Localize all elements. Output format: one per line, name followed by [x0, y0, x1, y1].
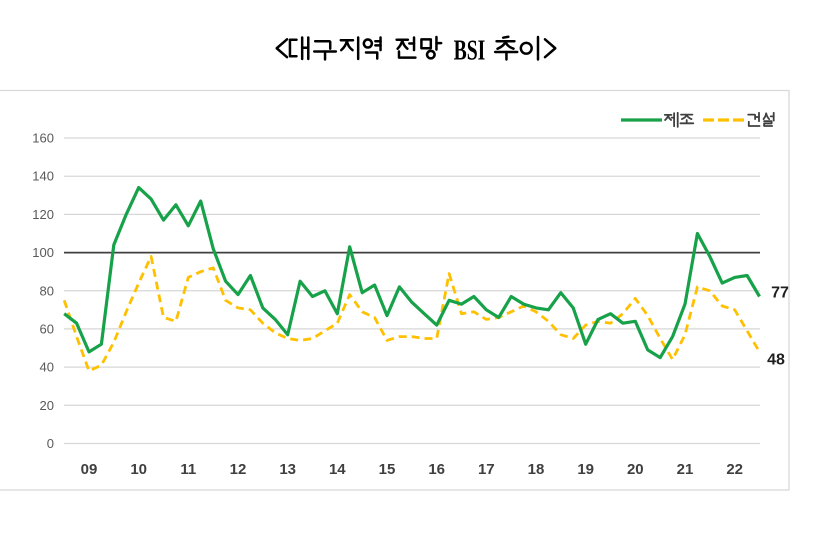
- svg-text:60: 60: [40, 321, 54, 336]
- svg-text:12: 12: [230, 461, 247, 478]
- svg-text:40: 40: [40, 360, 54, 375]
- svg-text:09: 09: [81, 461, 98, 478]
- svg-text:16: 16: [428, 461, 445, 478]
- svg-text:80: 80: [40, 283, 54, 298]
- svg-text:160: 160: [32, 131, 54, 146]
- svg-text:20: 20: [40, 398, 54, 413]
- svg-text:0: 0: [47, 436, 54, 451]
- svg-text:10: 10: [130, 461, 147, 478]
- svg-text:14: 14: [329, 461, 346, 478]
- svg-text:48: 48: [767, 352, 785, 369]
- svg-text:15: 15: [379, 461, 396, 478]
- svg-text:21: 21: [677, 461, 694, 478]
- svg-text:13: 13: [279, 461, 296, 478]
- svg-text:140: 140: [32, 169, 54, 184]
- svg-text:22: 22: [726, 461, 743, 478]
- svg-text:120: 120: [32, 207, 54, 222]
- svg-text:18: 18: [528, 461, 545, 478]
- svg-text:11: 11: [180, 461, 196, 478]
- svg-text:100: 100: [32, 245, 54, 260]
- svg-text:20: 20: [627, 461, 644, 478]
- svg-text:77: 77: [771, 285, 789, 302]
- svg-text:BSI: BSI: [454, 35, 486, 66]
- svg-text:17: 17: [478, 461, 495, 478]
- svg-text:19: 19: [577, 461, 594, 478]
